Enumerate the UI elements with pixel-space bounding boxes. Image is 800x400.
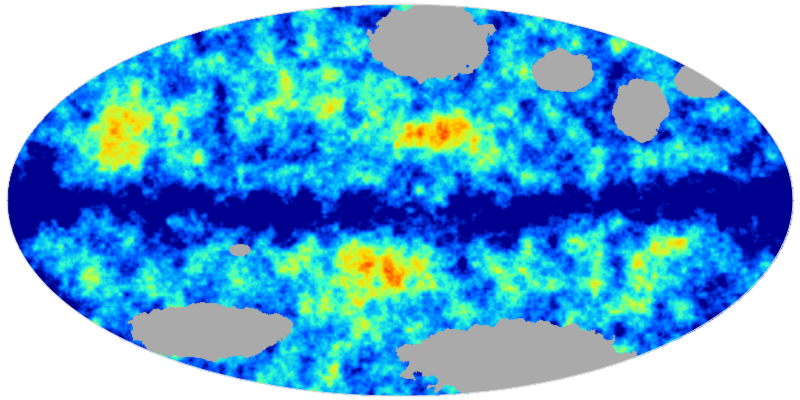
mollweide-sky-map (0, 0, 800, 400)
